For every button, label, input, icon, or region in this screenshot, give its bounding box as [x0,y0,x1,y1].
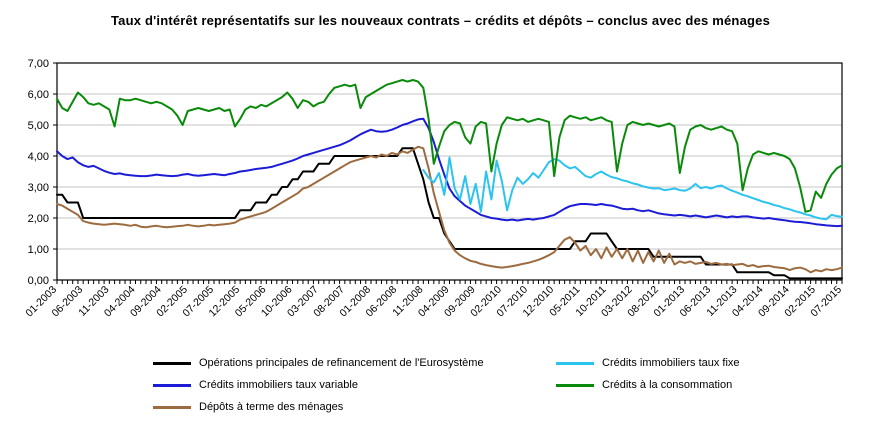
legend-label: Opérations principales de refinancement … [199,357,484,369]
legend-line-swatch [556,383,594,387]
chart-svg: 0,001,002,003,004,005,006,007,0001-20030… [23,58,844,319]
y-tick-label: 0,00 [28,275,49,287]
series-line-variable [56,117,843,228]
legend-item-fixe: Crédits immobiliers taux fixe [556,352,740,374]
legend: Opérations principales de refinancement … [0,352,881,422]
series-line-mro [56,147,843,280]
plot-border [56,62,843,281]
series-line-conso [56,79,843,213]
legend-line-swatch [556,361,594,365]
series-line-depots [56,145,843,274]
y-tick-label: 1,00 [28,244,49,256]
legend-line-swatch [153,361,191,365]
legend-item-mro: Opérations principales de refinancement … [153,352,484,374]
legend-line-swatch [153,383,191,387]
y-tick-label: 2,00 [28,213,49,225]
legend-line-swatch [153,405,191,409]
y-tick-label: 3,00 [28,182,49,194]
legend-item-conso: Crédits à la consommation [556,374,740,396]
y-tick-label: 5,00 [28,120,49,132]
legend-column-right: Crédits immobiliers taux fixe Crédits à l… [556,352,740,396]
legend-label: Crédits immobiliers taux variable [199,379,358,391]
legend-column-left: Opérations principales de refinancement … [153,352,484,418]
chart-title: Taux d'intérêt représentatifs sur les no… [110,13,771,28]
legend-label: Crédits immobiliers taux fixe [602,357,740,369]
legend-label: Crédits à la consommation [602,379,733,391]
y-tick-label: 7,00 [28,58,49,70]
legend-label: Dépôts à terme des ménages [199,401,344,413]
legend-item-depots: Dépôts à terme des ménages [153,396,484,418]
y-tick-label: 4,00 [28,151,49,163]
y-tick-label: 6,00 [28,89,49,101]
series-line-fixe [422,156,843,221]
legend-item-variable: Crédits immobiliers taux variable [153,374,484,396]
